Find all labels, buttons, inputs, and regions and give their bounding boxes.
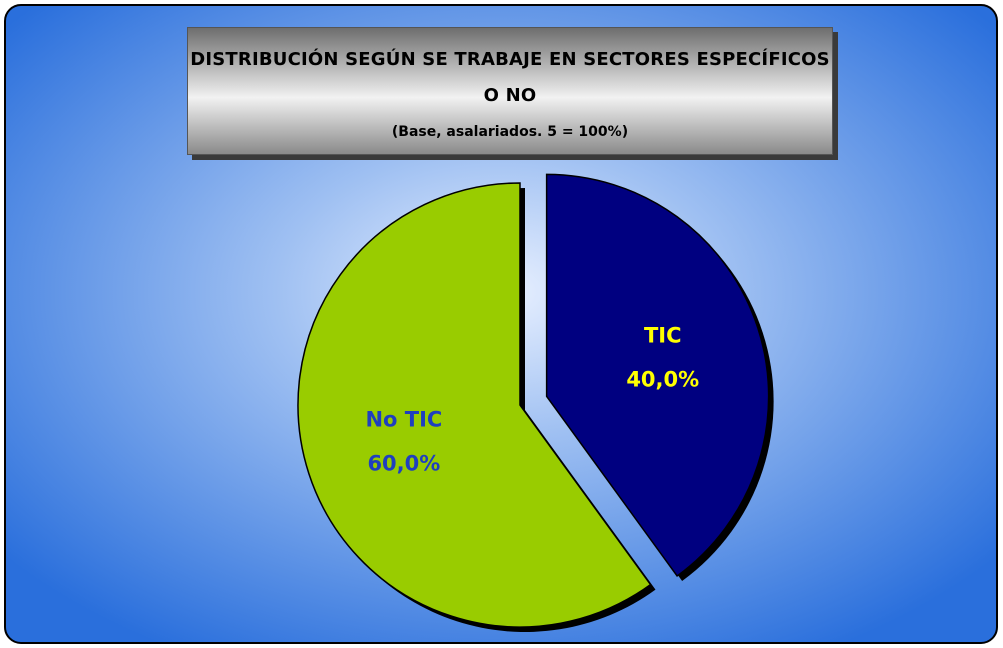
slice-value-label: 40,0%	[626, 368, 699, 392]
pie-slice	[297, 182, 652, 628]
slice-category-label: No TIC	[365, 408, 442, 432]
slice-category-label: TIC	[644, 324, 682, 348]
chart-title: DISTRIBUCIÓN SEGÚN SE TRABAJE EN SECTORE…	[190, 49, 830, 106]
slice-value-label: 60,0%	[367, 452, 440, 476]
pie: TIC 40,0% No TIC 60,0%	[297, 173, 774, 632]
chart-subtitle: (Base, asalariados. 5 = 100%)	[391, 124, 629, 140]
pie-slice	[545, 173, 770, 577]
title-box: DISTRIBUCIÓN SEGÚN SE TRABAJE EN SECTORE…	[187, 27, 833, 155]
